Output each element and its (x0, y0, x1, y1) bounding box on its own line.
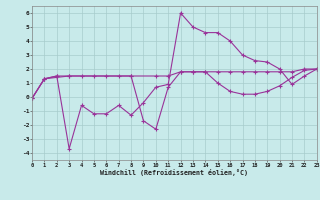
X-axis label: Windchill (Refroidissement éolien,°C): Windchill (Refroidissement éolien,°C) (100, 169, 248, 176)
